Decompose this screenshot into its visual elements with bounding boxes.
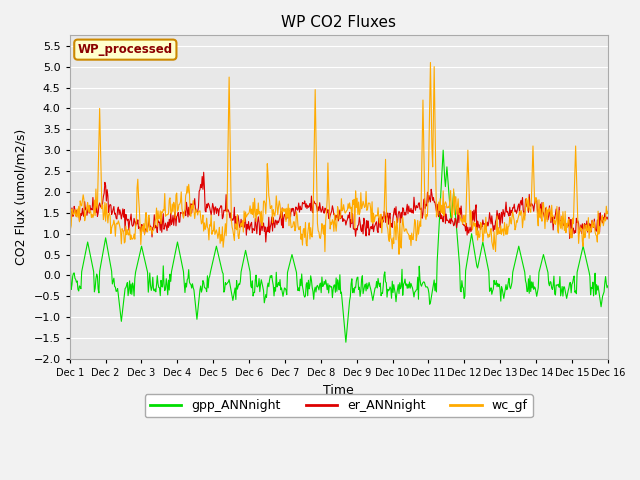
er_ANNnight: [66, 212, 74, 217]
wc_gf: [131, 236, 139, 242]
er_ANNnight: [131, 219, 139, 225]
er_ANNnight: [406, 208, 413, 214]
Line: er_ANNnight: er_ANNnight: [70, 172, 608, 242]
wc_gf: [66, 212, 74, 217]
wc_gf: [427, 60, 435, 65]
gpp_ANNnight: [76, 283, 83, 289]
er_ANNnight: [215, 213, 223, 218]
wc_gf: [214, 236, 221, 241]
gpp_ANNnight: [66, 287, 74, 292]
wc_gf: [76, 219, 83, 225]
gpp_ANNnight: [131, 276, 139, 281]
Y-axis label: CO2 Flux (umol/m2/s): CO2 Flux (umol/m2/s): [15, 129, 28, 265]
er_ANNnight: [186, 212, 193, 218]
Legend: gpp_ANNnight, er_ANNnight, wc_gf: gpp_ANNnight, er_ANNnight, wc_gf: [145, 395, 532, 418]
gpp_ANNnight: [439, 147, 447, 153]
Title: WP CO2 Fluxes: WP CO2 Fluxes: [281, 15, 396, 30]
gpp_ANNnight: [420, 279, 428, 285]
wc_gf: [186, 190, 193, 195]
wc_gf: [604, 208, 612, 214]
Line: gpp_ANNnight: gpp_ANNnight: [70, 150, 608, 342]
er_ANNnight: [421, 205, 429, 211]
er_ANNnight: [200, 169, 207, 175]
er_ANNnight: [76, 218, 83, 224]
wc_gf: [395, 252, 403, 257]
gpp_ANNnight: [604, 283, 612, 289]
gpp_ANNnight: [405, 285, 413, 291]
Text: WP_processed: WP_processed: [78, 43, 173, 56]
gpp_ANNnight: [186, 279, 193, 285]
X-axis label: Time: Time: [323, 384, 354, 396]
wc_gf: [420, 181, 428, 187]
gpp_ANNnight: [214, 250, 221, 255]
er_ANNnight: [604, 215, 612, 220]
wc_gf: [405, 232, 413, 238]
gpp_ANNnight: [342, 339, 349, 345]
Line: wc_gf: wc_gf: [70, 62, 608, 254]
er_ANNnight: [262, 239, 269, 245]
